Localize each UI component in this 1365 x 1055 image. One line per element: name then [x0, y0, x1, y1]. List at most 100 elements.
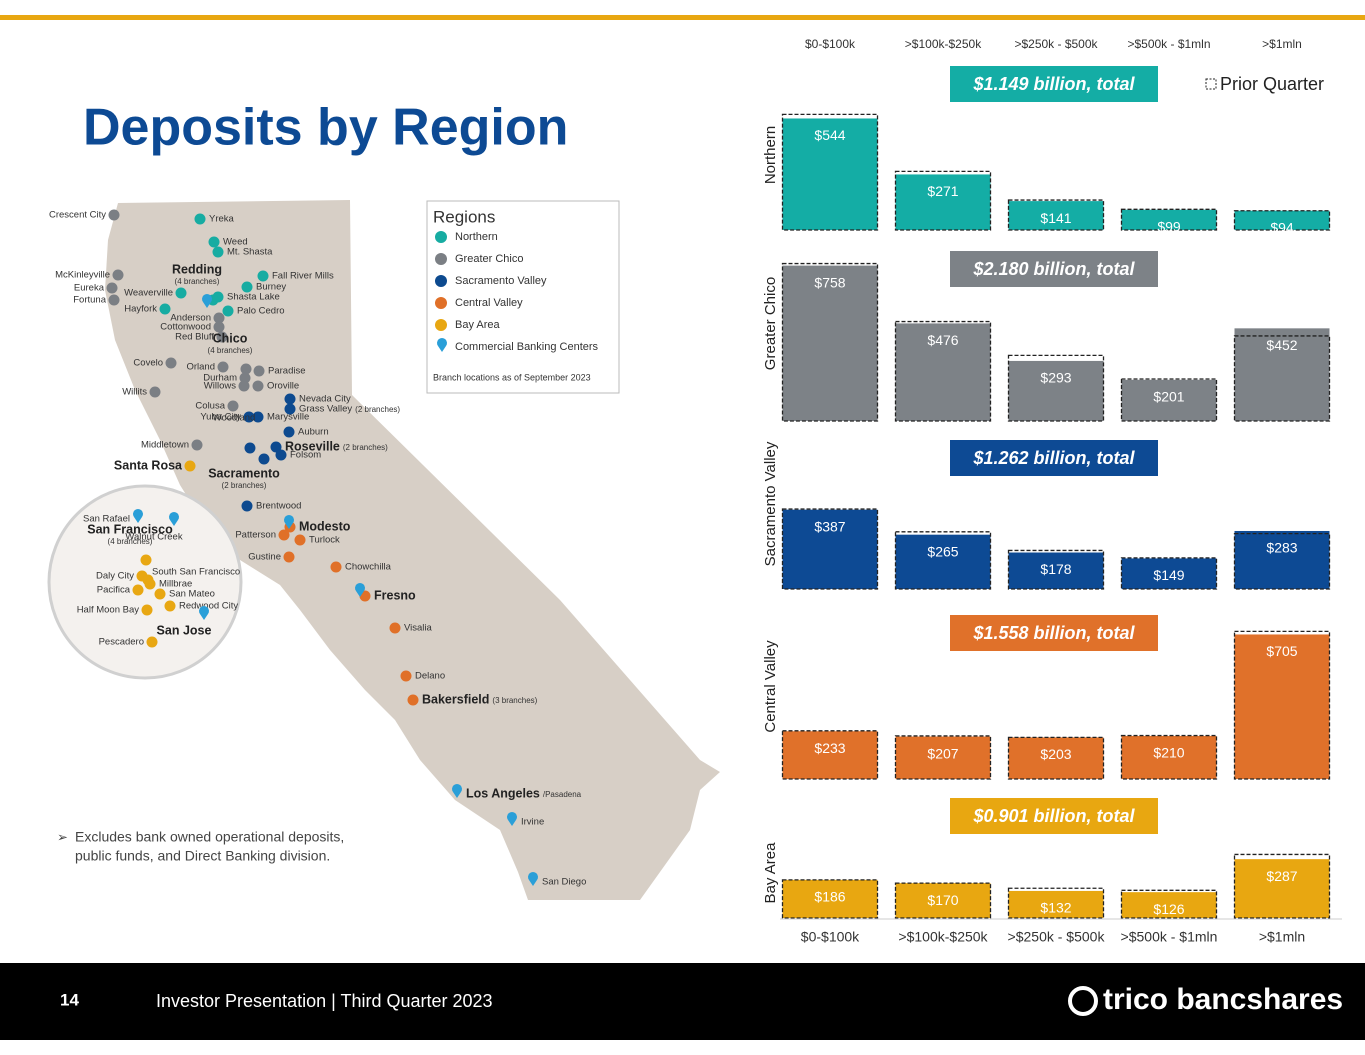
- top-category-label: >$100k-$250k: [905, 37, 982, 51]
- branch-dot: [217, 361, 229, 373]
- bar: [1121, 209, 1217, 230]
- total-label: $2.180 billion, total: [972, 259, 1135, 279]
- branch-dot: [146, 636, 158, 648]
- city-label: Patterson: [235, 530, 276, 541]
- city-label: Crescent City: [49, 210, 106, 221]
- value-label: $126: [1153, 901, 1184, 917]
- y-axis-label: Northern: [762, 126, 779, 184]
- value-label: $207: [927, 745, 958, 761]
- value-label: $141: [1040, 210, 1071, 226]
- bar: [1234, 530, 1330, 589]
- total-label: $1.149 billion, total: [972, 74, 1135, 94]
- city-label: Walnut Creek: [125, 532, 182, 543]
- value-label: $387: [814, 518, 845, 534]
- legend-dot: [435, 319, 447, 331]
- city-label: Woodland: [213, 413, 256, 424]
- footnote: Excludes bank owned operational deposits…: [75, 829, 344, 845]
- branch-dot: [244, 442, 256, 454]
- bar: [782, 118, 878, 230]
- prior-quarter-bar: [894, 735, 992, 780]
- city-label: Yuba City: [200, 412, 241, 423]
- branch-dot: [284, 393, 296, 405]
- city-note: /Pasadena: [543, 790, 582, 799]
- branch-dot: [275, 449, 287, 461]
- branch-dot: [284, 403, 296, 415]
- value-label: $293: [1040, 370, 1071, 386]
- total-label: $1.558 billion, total: [972, 623, 1135, 643]
- branch-dot: [165, 357, 177, 369]
- prior-quarter-bar: [781, 879, 879, 919]
- y-axis-label: Sacramento Valley: [762, 441, 779, 566]
- city-label: San Diego: [542, 877, 586, 888]
- city-label: Fortuna: [73, 295, 106, 306]
- banking-pin: [199, 605, 209, 620]
- city-label: Eureka: [74, 283, 105, 294]
- city-label: Daly City: [96, 571, 134, 582]
- branch-dot: [175, 287, 187, 299]
- branch-dot: [257, 270, 269, 282]
- top-category-label: >$500k - $1mln: [1127, 37, 1210, 51]
- y-axis-label: Bay Area: [762, 842, 779, 904]
- bar: [895, 323, 991, 421]
- bar: [1234, 634, 1330, 779]
- map-legend-item: Commercial Banking Centers: [455, 341, 599, 353]
- bar: [1234, 328, 1330, 421]
- branch-dot: [239, 372, 251, 384]
- branch-dot: [258, 453, 270, 465]
- legend-swatch: [1205, 78, 1217, 90]
- x-tick-label: >$100k-$250k: [898, 929, 988, 945]
- city-label: Irvine: [521, 817, 544, 828]
- map-legend-item: Bay Area: [455, 319, 501, 331]
- banking-pin: [507, 812, 517, 826]
- value-label: $178: [1040, 561, 1071, 577]
- city-label: Modesto: [299, 519, 351, 533]
- bar: [895, 174, 991, 230]
- city-label: Shasta Lake: [227, 292, 280, 303]
- bar: [1121, 892, 1217, 918]
- prior-quarter-bar: [1007, 354, 1105, 422]
- city-label: Marysville: [267, 412, 309, 423]
- city-label: Orland: [186, 362, 215, 373]
- top-rule: [0, 15, 1365, 20]
- value-label: $283: [1266, 540, 1297, 556]
- branch-dot: [140, 554, 152, 566]
- city-label: San Jose: [157, 623, 212, 637]
- branch-dot: [164, 600, 176, 612]
- total-box: [950, 798, 1158, 834]
- banking-pin: [202, 293, 213, 308]
- branch-dot: [108, 294, 120, 306]
- bar: [1008, 201, 1104, 230]
- top-category-label: $0-$100k: [805, 37, 856, 51]
- value-label: $186: [814, 889, 845, 905]
- branch-dot: [407, 694, 419, 706]
- city-label: Weaverville: [124, 288, 173, 299]
- branch-dot: [222, 305, 234, 317]
- branch-dot: [184, 460, 196, 472]
- map-legend-item: Sacramento Valley: [455, 275, 547, 287]
- city-note: (2 branches): [343, 443, 388, 452]
- prior-quarter-bar: [1233, 533, 1331, 590]
- branch-dot: [213, 312, 225, 324]
- branch-dot: [194, 213, 206, 225]
- branch-dot: [212, 246, 224, 258]
- prior-quarter-bar: [781, 113, 879, 231]
- prior-quarter-bar: [1120, 889, 1218, 919]
- total-box: [950, 440, 1158, 476]
- map-legend-item: Greater Chico: [455, 253, 523, 265]
- bar: [782, 509, 878, 589]
- footnote: public funds, and Direct Banking divisio…: [75, 848, 330, 864]
- bar: [782, 879, 878, 918]
- bar: [1121, 558, 1217, 589]
- value-label: $758: [814, 274, 845, 290]
- prior-quarter-bar: [1233, 853, 1331, 919]
- city-label: San Mateo: [169, 589, 215, 600]
- city-label: Mt. Shasta: [227, 247, 273, 258]
- city-label: McKinleyville: [55, 270, 110, 281]
- city-label: San Rafael: [83, 514, 130, 525]
- prior-quarter-bar: [1233, 210, 1331, 231]
- city-label: Paradise: [268, 366, 306, 377]
- value-label: $203: [1040, 746, 1071, 762]
- footer-band: [0, 963, 1365, 1040]
- branch-dot: [208, 236, 220, 248]
- city-label: Weed: [223, 237, 248, 248]
